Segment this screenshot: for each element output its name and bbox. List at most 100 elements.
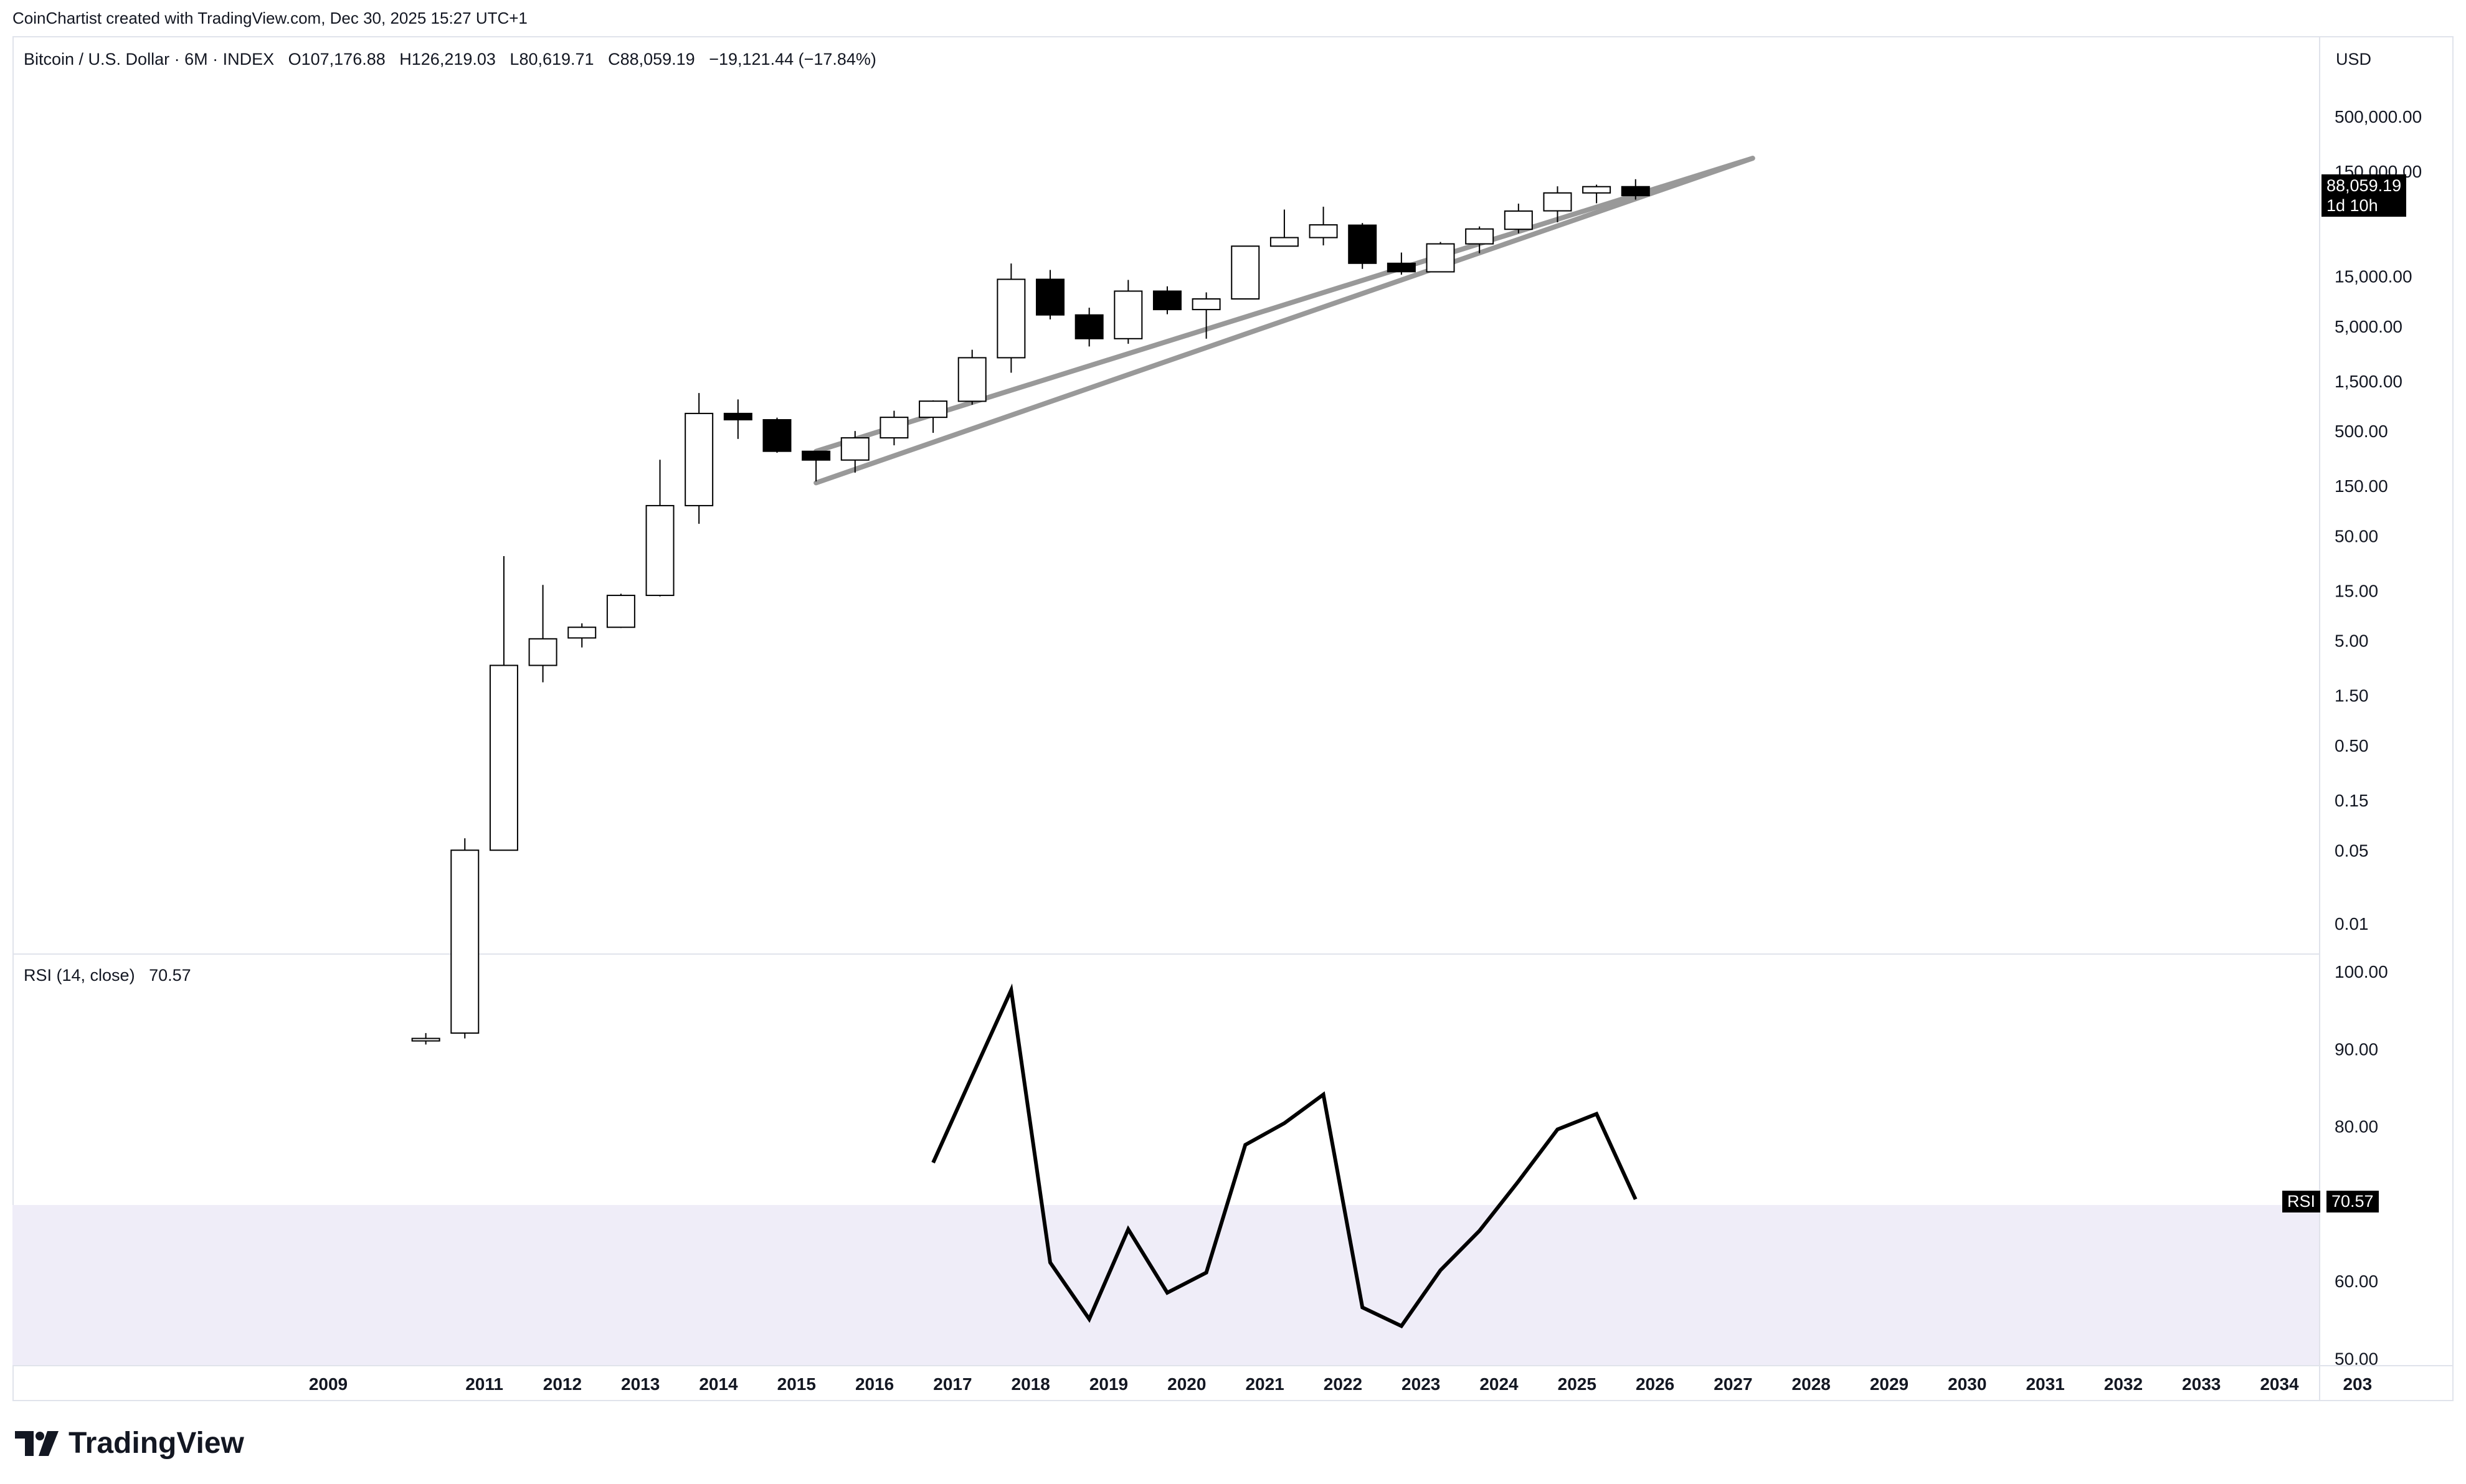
rsi-tick-label: 90.00 (2335, 1039, 2378, 1059)
candle (1192, 292, 1221, 339)
rsi-tick-label: 80.00 (2335, 1117, 2378, 1137)
tradingview-brand[interactable]: TradingView (15, 1426, 244, 1460)
candlesticks (411, 179, 1650, 1045)
year-tick-label: 2015 (777, 1374, 816, 1394)
candle (528, 585, 557, 683)
rsi-tag-value: 70.57 (2326, 1191, 2379, 1212)
candle (1621, 179, 1650, 200)
year-tick-label: 2028 (1792, 1374, 1831, 1394)
rsi-tag-label: RSI (2282, 1191, 2321, 1212)
rsi-legend-name: RSI (14, close) (24, 966, 135, 985)
time-axis-divider (12, 1365, 2454, 1366)
legend-high: H126,219.03 (399, 50, 496, 69)
candle (723, 399, 752, 439)
wedge-lines[interactable] (813, 156, 1755, 486)
rsi-tick-label: 60.00 (2335, 1272, 2378, 1291)
price-tick-label: 0.15 (2335, 791, 2369, 810)
rsi-legend[interactable]: RSI (14, close) 70.57 (24, 966, 191, 985)
year-tick-label: 2025 (1558, 1374, 1596, 1394)
year-tick-label: 2024 (1479, 1374, 1519, 1394)
currency-label[interactable]: USD (2336, 50, 2372, 69)
year-tick-label: 2022 (1324, 1374, 1362, 1394)
candle (1387, 252, 1416, 275)
candle (567, 623, 597, 648)
year-tick-label: 2030 (1948, 1374, 1986, 1394)
price-tick-label: 500,000.00 (2335, 107, 2422, 126)
candle (1269, 209, 1299, 247)
countdown-value: 1d 10h (2326, 196, 2378, 215)
year-tick-label: 2021 (1245, 1374, 1284, 1394)
candle (1309, 206, 1338, 246)
legend-symbol: Bitcoin / U.S. Dollar · 6M · INDEX (24, 50, 275, 69)
price-tick-label: 0.05 (2335, 841, 2369, 860)
attribution-text: CoinChartist created with TradingView.co… (12, 9, 528, 27)
year-tick-label: 2027 (1714, 1374, 1752, 1394)
price-tick-label: 5,000.00 (2335, 317, 2402, 336)
price-axis-ticks: 500,000.00150,000.0015,000.005,000.001,5… (2335, 107, 2422, 933)
candle (880, 410, 909, 446)
year-tick-label: 2018 (1012, 1374, 1050, 1394)
price-tick-label: 5.00 (2335, 631, 2369, 651)
legend-change: −19,121.44 (−17.84%) (709, 50, 876, 69)
year-tick-label: 2017 (933, 1374, 972, 1394)
rsi-tick-label: 50.00 (2335, 1349, 2378, 1369)
chart-frame (12, 36, 2454, 1401)
year-tick-label: 2031 (2026, 1374, 2064, 1394)
rsi-line (931, 983, 1638, 1329)
symbol-legend[interactable]: Bitcoin / U.S. Dollar · 6M · INDEX O107,… (24, 50, 876, 69)
year-tick-label: 2033 (2182, 1374, 2221, 1394)
wedge-upper-line[interactable] (813, 156, 1755, 454)
pane-divider[interactable] (12, 953, 2320, 955)
rsi-tick-label: 100.00 (2335, 962, 2388, 981)
year-tick-label: 2011 (465, 1374, 503, 1394)
wedge-lower-line[interactable] (813, 156, 1755, 486)
price-tick-label: 150.00 (2335, 476, 2388, 496)
year-tick-label: 2016 (855, 1374, 894, 1394)
year-tick-label: 203 (2343, 1374, 2372, 1394)
candle (957, 349, 987, 405)
candle (645, 460, 675, 597)
price-tick-label: 0.01 (2335, 914, 2369, 933)
year-tick-label: 2009 (309, 1374, 348, 1394)
candle (489, 555, 518, 851)
year-tick-label: 2014 (699, 1374, 738, 1394)
last-price-value: 88,059.19 (2326, 176, 2402, 195)
candle (1152, 286, 1182, 314)
candle (1543, 186, 1572, 222)
candle (1036, 270, 1065, 319)
candle (1465, 226, 1494, 253)
candle (450, 838, 480, 1039)
year-tick-label: 2023 (1401, 1374, 1440, 1394)
rsi-polyline (931, 983, 1638, 1329)
candle (1074, 308, 1104, 347)
candle (762, 417, 792, 453)
candle (1114, 280, 1143, 344)
last-price-tag: 88,059.19 1d 10h (2321, 174, 2407, 217)
brand-name: TradingView (69, 1427, 244, 1460)
candle (1582, 184, 1611, 204)
candle (919, 400, 948, 433)
candle (997, 263, 1026, 373)
candle (1348, 223, 1377, 269)
price-tick-label: 500.00 (2335, 422, 2388, 441)
year-tick-label: 2029 (1870, 1374, 1909, 1394)
candle (802, 450, 831, 482)
candle (1231, 245, 1260, 300)
year-tick-label: 2020 (1167, 1374, 1206, 1394)
candle (685, 393, 714, 524)
candle (840, 431, 870, 473)
candle (411, 1033, 440, 1045)
legend-low: L80,619.71 (510, 50, 594, 69)
year-tick-label: 2019 (1089, 1374, 1128, 1394)
price-tick-label: 1.50 (2335, 686, 2369, 706)
price-tick-label: 50.00 (2335, 526, 2378, 546)
legend-open: O107,176.88 (288, 50, 386, 69)
year-tick-label: 2032 (2104, 1374, 2143, 1394)
rsi-axis-ticks: 100.00 90.00 80.00 60.00 50.00 (2335, 962, 2388, 1369)
price-axis-divider (2319, 36, 2320, 1401)
candle (1504, 204, 1533, 234)
legend-close: C88,059.19 (608, 50, 695, 69)
candle (606, 593, 635, 628)
rsi-legend-value: 70.57 (149, 966, 191, 985)
